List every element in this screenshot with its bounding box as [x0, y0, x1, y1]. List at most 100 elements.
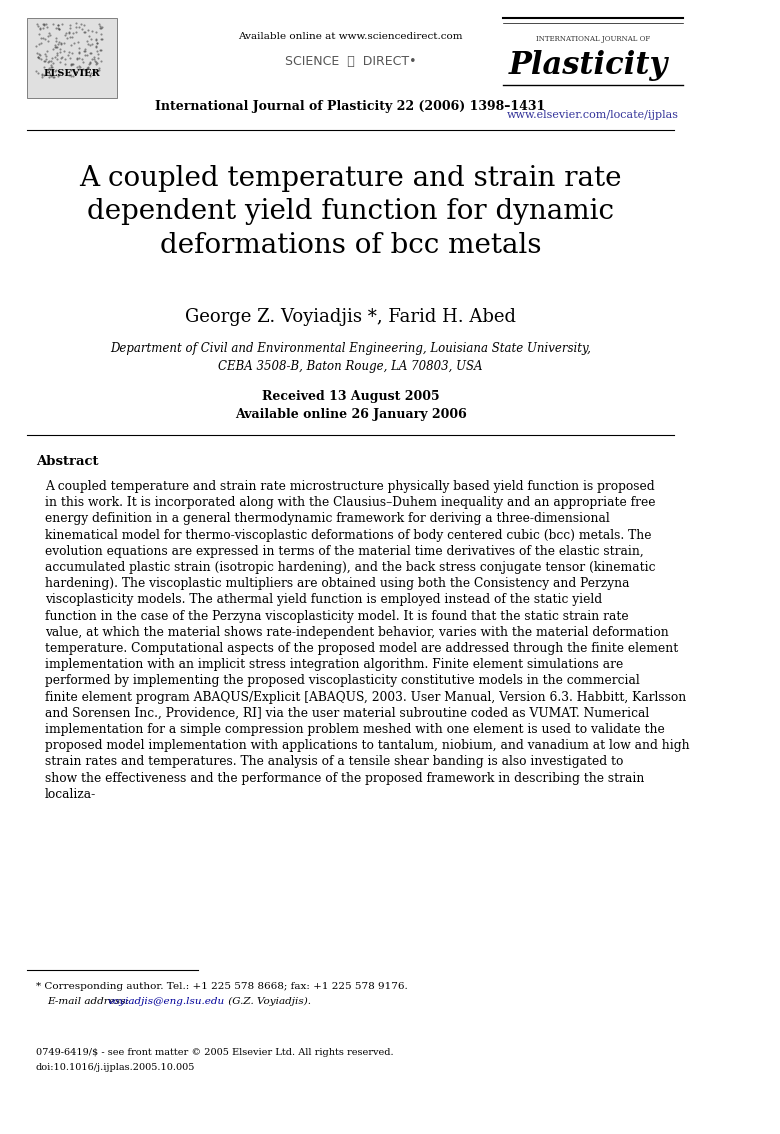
Point: [83, 56, 95, 74]
Point: [96, 18, 108, 36]
Point: [47, 68, 59, 86]
Point: [75, 16, 87, 34]
Point: [90, 36, 103, 54]
Point: [94, 17, 106, 35]
Point: [69, 64, 82, 82]
Point: [58, 54, 71, 73]
Point: [92, 49, 105, 67]
Text: International Journal of Plasticity 22 (2006) 1398–1431: International Journal of Plasticity 22 (…: [155, 100, 546, 113]
Point: [47, 15, 59, 33]
Point: [33, 45, 45, 64]
Point: [69, 18, 82, 36]
Point: [79, 23, 91, 41]
Point: [34, 19, 46, 37]
Point: [50, 37, 62, 56]
Point: [81, 59, 94, 77]
Point: [73, 60, 85, 78]
Point: [70, 64, 83, 82]
Point: [87, 48, 100, 66]
Point: [92, 44, 105, 62]
Text: SCIENCE  ⓓ  DIRECT•: SCIENCE ⓓ DIRECT•: [285, 56, 417, 68]
Point: [46, 58, 58, 76]
Point: [45, 58, 58, 76]
Point: [54, 52, 66, 70]
Point: [36, 66, 48, 84]
Point: [39, 29, 51, 48]
Point: [43, 67, 55, 85]
Point: [37, 15, 50, 33]
Point: [37, 58, 50, 76]
Point: [37, 29, 50, 48]
Point: [49, 36, 62, 54]
Point: [73, 43, 85, 61]
Point: [51, 16, 64, 34]
Point: [31, 44, 44, 62]
Point: [35, 34, 48, 52]
Point: [55, 49, 67, 67]
Point: [86, 50, 98, 68]
Point: [56, 48, 69, 66]
Text: Available online 26 January 2006: Available online 26 January 2006: [235, 408, 466, 421]
Point: [58, 26, 71, 44]
Point: [88, 62, 101, 81]
Point: [93, 61, 105, 79]
Point: [95, 19, 108, 37]
Point: [62, 46, 74, 65]
Text: A coupled temperature and strain rate microstructure physically based yield func: A coupled temperature and strain rate mi…: [45, 480, 690, 801]
Text: CEBA 3508-B, Baton Rouge, LA 70803, USA: CEBA 3508-B, Baton Rouge, LA 70803, USA: [218, 359, 483, 373]
Point: [40, 50, 52, 68]
Text: Department of Civil and Environmental Engineering, Louisiana State University,: Department of Civil and Environmental En…: [110, 342, 591, 355]
Point: [84, 67, 97, 85]
Point: [47, 54, 59, 73]
Point: [94, 18, 106, 36]
Point: [34, 34, 46, 52]
Point: [90, 53, 103, 71]
Point: [58, 34, 70, 52]
Point: [76, 50, 88, 68]
Point: [95, 52, 108, 70]
Point: [64, 19, 76, 37]
Point: [33, 49, 45, 67]
Point: [51, 67, 64, 85]
Text: www.elsevier.com/locate/ijplas: www.elsevier.com/locate/ijplas: [507, 110, 679, 120]
Point: [71, 58, 83, 76]
Point: [74, 58, 87, 76]
Point: [73, 18, 86, 36]
Point: [76, 19, 88, 37]
Point: [95, 31, 108, 49]
Point: [49, 19, 62, 37]
Point: [50, 29, 62, 48]
Point: [42, 53, 55, 71]
Point: [88, 50, 101, 68]
Point: [42, 24, 55, 42]
Point: [55, 34, 67, 52]
Point: [59, 24, 72, 42]
Point: [88, 52, 101, 70]
Point: [43, 59, 55, 77]
Point: [83, 27, 95, 45]
Point: [64, 16, 76, 34]
Point: [85, 44, 98, 62]
Point: [65, 54, 77, 73]
Text: * Corresponding author. Tel.: +1 225 578 8668; fax: +1 225 578 9176.: * Corresponding author. Tel.: +1 225 578…: [36, 982, 408, 991]
Point: [79, 61, 91, 79]
Point: [76, 60, 89, 78]
Point: [66, 56, 78, 74]
Point: [42, 64, 55, 82]
Point: [58, 50, 71, 68]
Point: [37, 18, 49, 36]
Point: [94, 41, 106, 59]
Point: [70, 15, 83, 33]
Point: [50, 32, 62, 50]
Point: [92, 16, 105, 34]
Point: [49, 60, 62, 78]
Text: Abstract: Abstract: [36, 455, 98, 468]
Point: [90, 37, 103, 56]
Point: [82, 35, 94, 53]
Point: [41, 42, 54, 60]
Point: [46, 66, 58, 84]
Point: [80, 32, 93, 50]
Point: [55, 35, 67, 53]
Point: [51, 45, 63, 64]
Point: [82, 58, 94, 76]
